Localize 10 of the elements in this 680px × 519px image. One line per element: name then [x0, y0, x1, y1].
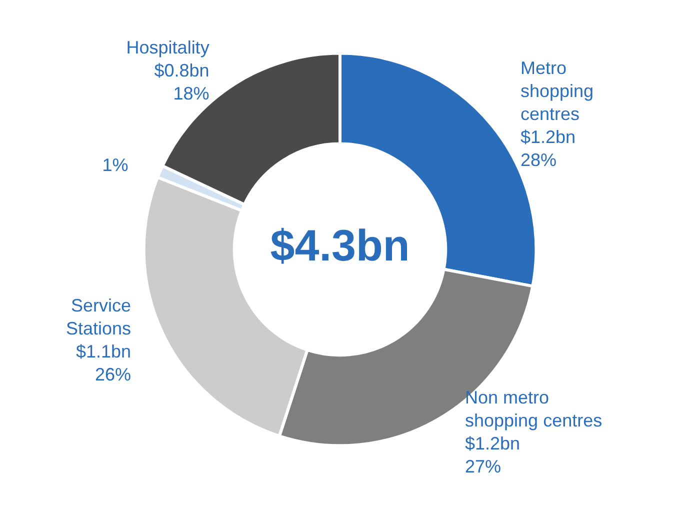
slice-label: Metro shopping centres	[520, 58, 594, 124]
slice-label: Hospitality	[126, 37, 210, 58]
slice-label: Service Stations	[66, 295, 132, 338]
data-label: $1.1bn 26%	[76, 341, 132, 384]
data-label: $1.2bn 28%	[520, 127, 576, 170]
data-label: $0.8bn 18%	[154, 60, 210, 104]
slice-label: Non metro shopping centres	[465, 388, 602, 431]
data-label: 1%	[102, 155, 128, 176]
text: $4.3bn	[270, 222, 410, 270]
data-label: $1.2bn 27%	[465, 434, 520, 477]
